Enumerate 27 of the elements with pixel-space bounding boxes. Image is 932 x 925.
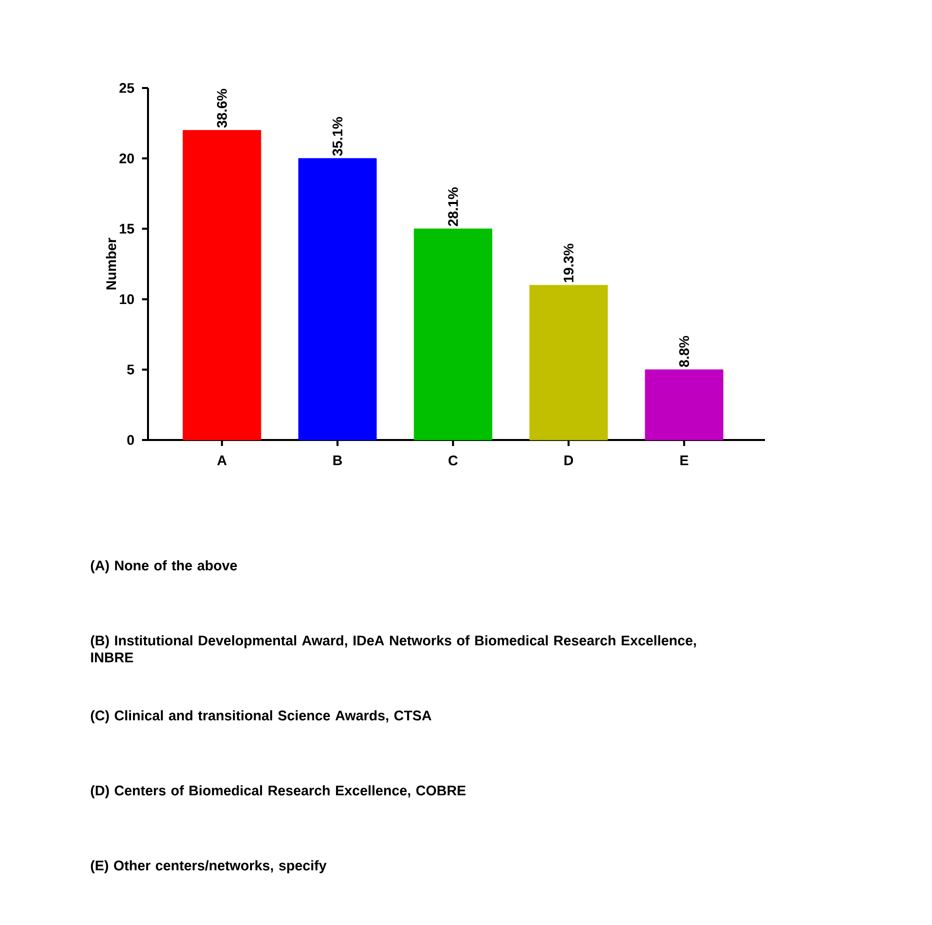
x-tick-label: E [680, 456, 688, 466]
x-tick-label: C [448, 456, 458, 466]
y-tick-label: 15 [120, 224, 134, 234]
x-tick-label: A [217, 456, 227, 466]
text: (C) Clinical and transitional Science Awards, CTSA [90, 710, 432, 724]
text: (A) None of the above [90, 560, 237, 574]
x-tick-label: D [564, 456, 574, 466]
y-tick-label: 20 [119, 153, 134, 164]
bar [298, 158, 377, 440]
y-tick-label: 25 [119, 83, 134, 93]
bar [644, 369, 724, 440]
text: (E) Other centers/networks, specify [90, 860, 327, 874]
y-tick-label: 5 [127, 364, 134, 374]
annotation: 8.8% [679, 336, 690, 367]
y-axis-title: Number [106, 238, 116, 290]
y-tick-label: 0 [127, 435, 134, 445]
annotation: 19.3% [564, 244, 574, 282]
bar [182, 130, 262, 440]
bar [414, 228, 492, 440]
annotation: 38.6% [216, 88, 227, 128]
x-tick-label: B [333, 456, 342, 466]
y-tick-label: 10 [120, 294, 134, 304]
text: (B) Institutional Developmental Award, IDeA Networks of Biomedical Research Excellence, INBRE [90, 635, 696, 662]
annotation: 28.1% [448, 187, 458, 226]
text: (D) Centers of Biomedical Research Excellence, COBRE [90, 785, 466, 798]
bar [529, 284, 608, 440]
annotation: 35.1% [332, 117, 342, 156]
